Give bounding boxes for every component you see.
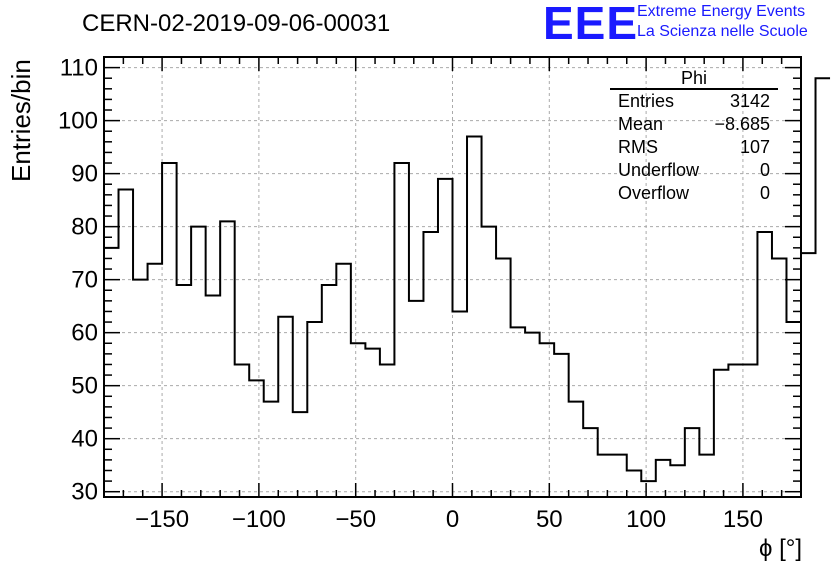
histogram-bin <box>220 221 235 497</box>
stats-value: 0 <box>759 183 770 203</box>
histogram-bin <box>293 412 308 497</box>
stats-row-rms: RMS 107 <box>610 136 778 159</box>
histogram-bin <box>670 465 685 497</box>
stats-histogram-name: Phi <box>610 68 778 90</box>
y-tick-label: 70 <box>71 267 98 294</box>
histogram-bin <box>583 428 598 497</box>
histogram-bin <box>235 364 250 497</box>
histogram-bin <box>816 78 831 497</box>
stats-row-mean: Mean −8.685 <box>610 113 778 136</box>
histogram-bin <box>801 253 816 497</box>
histogram-bin <box>351 343 366 497</box>
histogram-outline <box>104 77 831 483</box>
stats-row-underflow: Underflow 0 <box>610 159 778 182</box>
x-axis-label: ϕ [°] <box>758 535 802 562</box>
histogram-bin <box>699 455 714 497</box>
histogram-bin <box>554 354 569 497</box>
histogram-bin <box>685 428 700 497</box>
histogram-bin <box>162 163 177 497</box>
histogram-bin <box>249 380 264 497</box>
histogram-bin <box>278 317 293 497</box>
histogram-bin <box>264 402 279 497</box>
histogram-bin <box>148 264 163 497</box>
y-tick-label: 40 <box>71 426 98 453</box>
histogram-bin <box>612 455 627 497</box>
y-tick-label: 100 <box>58 108 98 135</box>
logo-caption-line1: Extreme Energy Events <box>637 3 806 20</box>
histogram-bin <box>641 481 656 497</box>
x-tick-label: 100 <box>626 506 666 533</box>
eee-logo: EEE <box>543 0 639 49</box>
histogram-bin <box>307 322 322 497</box>
histogram-bin <box>714 370 729 497</box>
histogram-bin <box>133 280 148 497</box>
histogram-bin <box>627 470 642 497</box>
histogram-bin <box>380 364 395 497</box>
stats-label: Overflow <box>618 183 690 203</box>
histogram-bin <box>743 364 758 497</box>
histogram-bin <box>409 301 424 497</box>
histogram-bin <box>656 460 671 497</box>
histogram-bin <box>511 327 526 497</box>
stats-box: Phi Entries 3142 Mean −8.685 RMS 107 Underf… <box>610 68 778 205</box>
histogram-bin <box>119 190 134 497</box>
stats-label: RMS <box>618 137 658 157</box>
stats-row-overflow: Overflow 0 <box>610 182 778 205</box>
histogram-bin <box>438 179 453 497</box>
y-tick-label: 30 <box>71 479 98 506</box>
x-tick-label: −150 <box>135 506 189 533</box>
y-tick-label: 110 <box>60 55 98 82</box>
histogram-bin <box>598 455 613 497</box>
histogram-bin <box>728 364 743 497</box>
stats-label: Underflow <box>618 160 700 180</box>
histogram-bin <box>423 232 438 497</box>
chart-title: CERN-02-2019-09-06-00031 <box>82 10 391 37</box>
histogram-bin <box>540 343 555 497</box>
stats-label: Entries <box>618 91 675 111</box>
stats-value: −8.685 <box>714 114 770 134</box>
histogram-bin <box>569 402 584 497</box>
histogram-bin <box>772 258 787 497</box>
histogram-bin <box>496 258 511 497</box>
histogram-bin <box>206 296 221 497</box>
logo-caption-line2: La Scienza nelle Scuole <box>637 23 808 40</box>
y-tick-label: 50 <box>71 373 98 400</box>
stats-label: Mean <box>618 114 664 134</box>
stats-value: 3142 <box>729 91 770 111</box>
y-tick-label: 80 <box>71 214 98 241</box>
x-tick-label: 0 <box>446 506 459 533</box>
histogram-bin <box>482 227 497 497</box>
histogram-bin <box>467 137 482 497</box>
histogram-bin <box>453 311 468 497</box>
y-tick-label: 60 <box>71 320 98 347</box>
histogram-bin <box>757 232 772 497</box>
y-axis-label: Entries/bin <box>6 59 36 182</box>
histogram-bin <box>394 163 409 497</box>
histogram-bin <box>525 333 540 497</box>
histogram-bin <box>365 349 380 497</box>
histogram-bin <box>336 264 351 497</box>
stats-row-entries: Entries 3142 <box>610 90 778 113</box>
stats-value: 107 <box>739 137 770 157</box>
x-tick-label: 150 <box>723 506 763 533</box>
stats-value: 0 <box>759 160 770 180</box>
y-tick-label: 90 <box>71 161 98 188</box>
histogram-bin <box>191 227 206 497</box>
histogram-bin <box>322 285 337 497</box>
x-tick-label: −100 <box>232 506 286 533</box>
x-tick-label: −50 <box>335 506 376 533</box>
histogram-bin <box>177 285 192 497</box>
x-tick-label: 50 <box>536 506 563 533</box>
